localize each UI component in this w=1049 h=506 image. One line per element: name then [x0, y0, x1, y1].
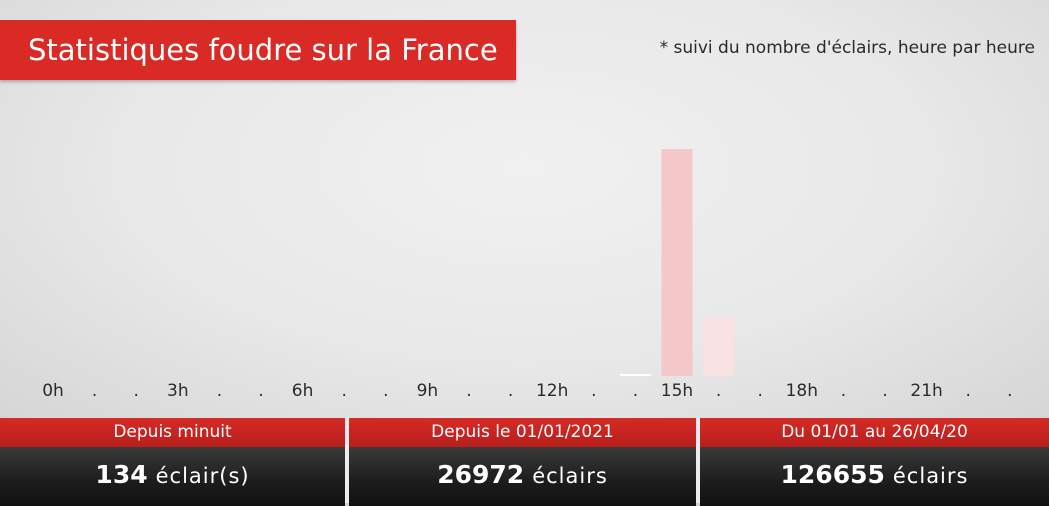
stat-previous-year: Du 01/01 au 26/04/20 126655 éclairs [700, 418, 1049, 506]
stat-label: Du 01/01 au 26/04/20 [700, 418, 1049, 447]
x-tick-label: 0h [42, 381, 64, 401]
x-tick-label: . [217, 381, 222, 401]
stat-value-box: 126655 éclairs [700, 447, 1049, 506]
stat-label: Depuis minuit [0, 418, 345, 447]
x-tick-label: . [1007, 381, 1012, 401]
chart-subtitle: * suivi du nombre d'éclairs, heure par h… [659, 38, 1035, 58]
x-tick-label: . [716, 381, 721, 401]
x-tick-label: 3h [167, 381, 189, 401]
x-tick-label: . [591, 381, 596, 401]
x-tick-label: . [92, 381, 97, 401]
x-tick-label: . [383, 381, 388, 401]
chart-panel: Statistiques foudre sur la France * suiv… [0, 0, 1049, 418]
x-tick-label: 6h [292, 381, 314, 401]
bar-hour-14 [619, 374, 651, 376]
x-tick-label: . [757, 381, 762, 401]
x-tick-label: . [341, 381, 346, 401]
x-tick-label: . [258, 381, 263, 401]
stat-since-midnight: Depuis minuit 134 éclair(s) [0, 418, 345, 506]
x-tick-label: 12h [536, 381, 568, 401]
bar-hour-15 [661, 149, 693, 376]
x-tick-label: . [508, 381, 513, 401]
x-tick-label: 9h [417, 381, 439, 401]
stat-unit: éclair(s) [155, 464, 250, 488]
stat-since-year-start: Depuis le 01/01/2021 26972 éclairs [349, 418, 696, 506]
hourly-lightning-chart: 0h.. 3h.. 6h.. 9h.. 12h.. 15h.. 18h.. 21h.. [42, 149, 1013, 401]
stat-unit: éclairs [532, 464, 608, 488]
bar-hour-16 [703, 316, 735, 376]
stats-bar: Depuis minuit 134 éclair(s) Depuis le 01/… [0, 418, 1049, 506]
x-tick-label: . [633, 381, 638, 401]
stat-value: 126655 [780, 460, 885, 489]
x-tick-label: 18h [786, 381, 818, 401]
stat-value: 134 [95, 460, 148, 489]
stat-value-box: 134 éclair(s) [0, 447, 345, 506]
x-tick-label: . [882, 381, 887, 401]
stat-unit: éclairs [892, 464, 969, 488]
x-tick-label: . [466, 381, 471, 401]
stat-value: 26972 [437, 460, 525, 489]
x-tick-label: . [133, 381, 138, 401]
page-title: Statistiques foudre sur la France [0, 20, 516, 80]
x-tick-label: 15h [661, 381, 693, 401]
x-tick-label: . [841, 381, 846, 401]
stat-value-box: 26972 éclairs [349, 447, 696, 506]
x-tick-label: . [965, 381, 970, 401]
stat-label: Depuis le 01/01/2021 [349, 418, 696, 447]
x-tick-label: 21h [910, 381, 942, 401]
